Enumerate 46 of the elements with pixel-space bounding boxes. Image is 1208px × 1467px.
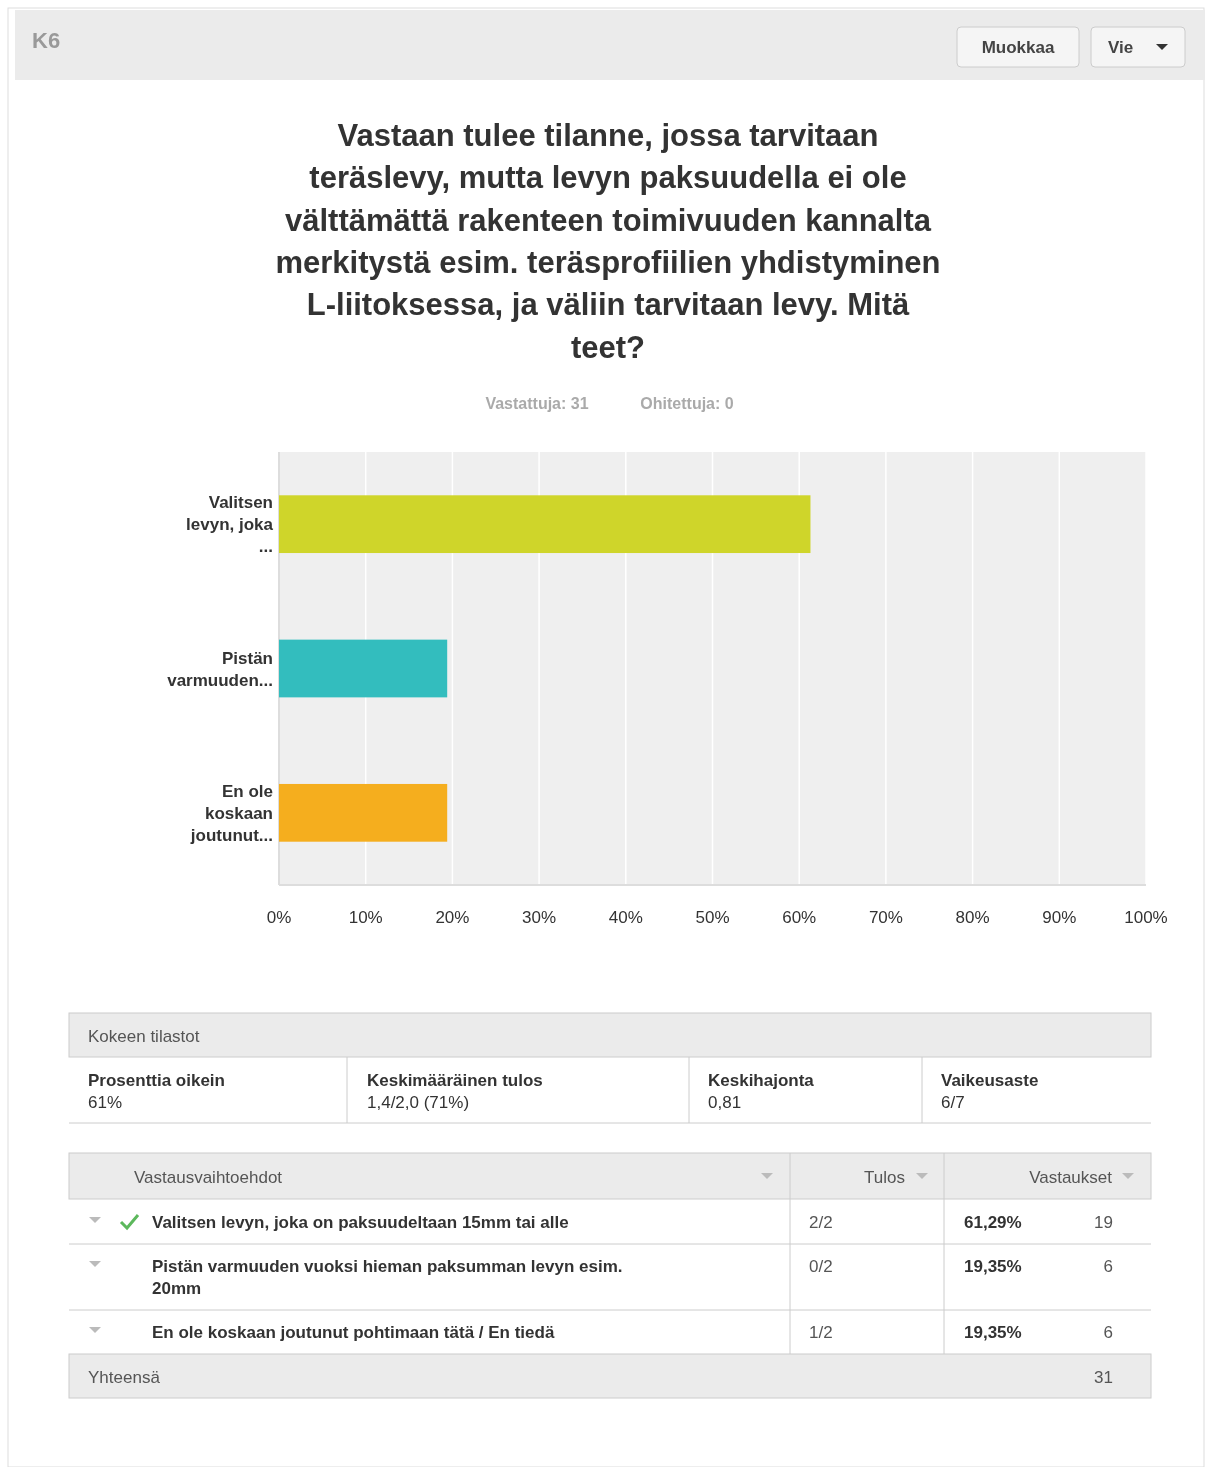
y-tick-label: En ole koskaan joutunut... [189, 781, 273, 845]
text: 61% [88, 1093, 123, 1112]
x-tick-label: 70% [868, 908, 903, 927]
text: Yhteensä [88, 1368, 161, 1387]
x-tick-label: 10% [348, 908, 383, 927]
text: 1,4/2,0 (71%) [367, 1093, 470, 1112]
text: Vaikeusaste [941, 1071, 1039, 1090]
x-tick-label: 0% [266, 908, 292, 927]
x-tick-label: 100% [1124, 908, 1168, 927]
x-tick-label: 90% [1042, 908, 1077, 927]
text: K6 [32, 28, 61, 53]
text: 6 [1103, 1323, 1113, 1342]
text: 61,29% [964, 1213, 1022, 1232]
text: Vastaukset [1029, 1168, 1113, 1187]
text: 2/2 [809, 1213, 833, 1232]
text: 6/7 [941, 1093, 965, 1112]
text: Vastausvaihtoehdot [134, 1168, 283, 1187]
text: 19 [1094, 1213, 1113, 1232]
text: 0/2 [809, 1257, 833, 1276]
x-tick-label: 40% [608, 908, 643, 927]
text: Prosenttia oikein [88, 1071, 225, 1090]
text: Keskihajonta [708, 1071, 815, 1090]
text: En ole koskaan joutunut pohtimaan tätä / En tiedä [152, 1323, 555, 1342]
text: 31 [1094, 1368, 1113, 1387]
text: Vie [1108, 38, 1134, 57]
x-tick-label: 80% [955, 908, 990, 927]
text: Muokkaa [981, 38, 1055, 57]
text: Pistän varmuuden vuoksi hieman paksumman levyn esim. 20mm [152, 1257, 623, 1298]
text: 19,35% [964, 1323, 1022, 1342]
x-tick-label: 30% [522, 908, 557, 927]
text: Keskimääräinen tulos [367, 1071, 543, 1090]
text: Tulos [864, 1168, 905, 1187]
text: 0,81 [708, 1093, 742, 1112]
y-tick-label: Valitsen levyn, joka ... [186, 493, 274, 557]
text: 1/2 [809, 1323, 833, 1342]
text: Vastattuja: 31 [485, 395, 589, 412]
x-tick-label: 50% [695, 908, 730, 927]
text: 19,35% [964, 1257, 1022, 1276]
y-tick-label: Pistän varmuuden... [167, 648, 273, 690]
text: Valitsen levyn, joka on paksuudeltaan 15mm tai alle [152, 1213, 569, 1232]
x-tick-label: 20% [435, 908, 470, 927]
text: Ohitettuja: 0 [640, 395, 734, 412]
text: Kokeen tilastot [88, 1027, 200, 1046]
chart-title: Vastaan tulee tilanne, jossa tarvitaan teräslevy, mutta levyn paksuudella ei ole välttämättä rakenteen toimivuuden kannalta merkitystä esim. teräsprofiilien yhdistyminen L-liitoksessa, ja väliin tarvitaan levy. Mitä teet? [275, 118, 941, 365]
x-tick-label: 60% [782, 908, 817, 927]
text: 6 [1103, 1257, 1113, 1276]
